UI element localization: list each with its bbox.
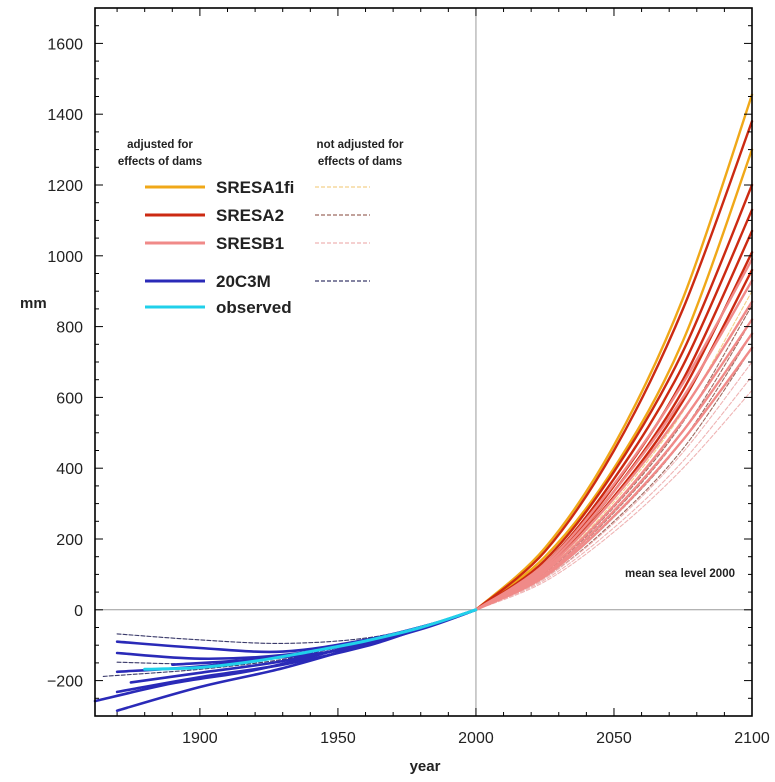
y-tick-label: 200	[56, 532, 83, 549]
legend-entries: SRESA1fi SRESA2 SRESB1 20C3M observed	[145, 178, 370, 317]
series-line-sresb1-dashed-32	[475, 389, 753, 611]
legend-header-adjusted-line2: effects of dams	[118, 156, 202, 168]
x-tick-label: 1900	[182, 730, 218, 747]
y-tick-label: 600	[56, 390, 83, 407]
series-line-sresa2-solid-14	[474, 120, 754, 611]
legend-label-sresa2: SRESA2	[216, 206, 284, 225]
series-layer	[93, 93, 754, 712]
annotation-mean-sea-level: mean sea level 2000	[625, 568, 735, 580]
y-tick-label: 1200	[47, 178, 83, 195]
series-line-sresb1-solid-23	[474, 318, 754, 611]
y-tick-label: 1600	[47, 36, 83, 53]
x-axis-title: year	[410, 758, 441, 775]
plot-area	[95, 8, 752, 716]
series-line-sresa2-dashed-27	[475, 318, 753, 611]
legend-header-adjusted-line1: adjusted for	[127, 139, 193, 151]
legend-label-sresb1: SRESB1	[216, 234, 284, 253]
series-line-20c3m-solid-6	[115, 608, 478, 654]
y-tick-label: 1400	[47, 107, 83, 124]
series-line-sresa2-solid-15	[474, 183, 754, 611]
legend: adjusted for effects of dams not adjuste…	[118, 139, 404, 317]
legend-label-20c3m: 20C3M	[216, 272, 271, 291]
series-line-sresb1-solid-22	[474, 300, 754, 611]
y-axis-title: mm	[20, 295, 47, 312]
series-line-sresb1-solid-20	[474, 258, 754, 611]
y-tick-label: 400	[56, 461, 83, 478]
series-line-sresa1fi-solid-13	[474, 148, 754, 611]
legend-header-not-adjusted-line2: effects of dams	[318, 156, 402, 168]
series-line-20c3m-solid-7	[171, 608, 478, 666]
series-line-sresb1-solid-21	[474, 279, 754, 611]
x-tick-label: 2100	[734, 730, 770, 747]
legend-label-sresa1fi: SRESA1fi	[216, 178, 294, 197]
series-line-sresa1fi-solid-12	[474, 93, 754, 611]
series-line-sresb1-dashed-31	[475, 375, 753, 611]
series-line-observed-solid-11	[143, 608, 478, 671]
axes-layer: −200 0 200 400 600 800 1000 1200 1400 1600 1900 195…	[47, 7, 770, 747]
y-tick-label: 800	[56, 320, 83, 337]
legend-label-observed: observed	[216, 298, 292, 317]
series-line-sresb1-solid-25	[474, 346, 754, 611]
x-tick-label: 2000	[458, 730, 494, 747]
x-tick-label: 1950	[320, 730, 356, 747]
y-tick-label: 0	[74, 603, 83, 620]
y-tick-label: −200	[47, 674, 83, 691]
y-tick-label: 1000	[47, 249, 83, 266]
legend-header-not-adjusted-line1: not adjusted for	[317, 139, 404, 151]
x-tick-label: 2050	[596, 730, 632, 747]
